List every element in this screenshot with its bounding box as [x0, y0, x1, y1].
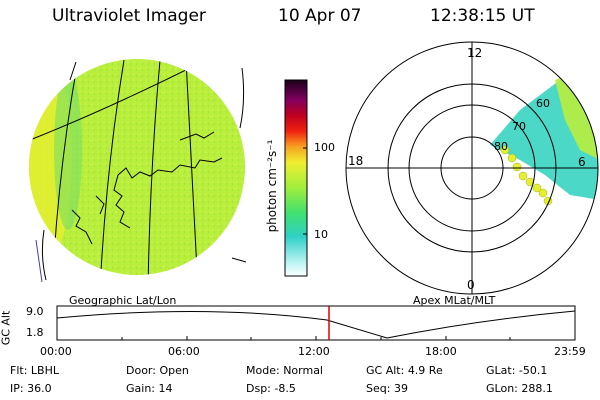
polar-lat-80: 80: [494, 140, 508, 153]
instrument-title: Ultraviolet Imager: [52, 6, 206, 26]
altitude-plot: [56, 305, 576, 341]
status-ip: IP: 36.0: [10, 382, 52, 395]
status-gain: Gain: 14: [126, 382, 173, 395]
earth-disk: [29, 59, 245, 275]
time-label: 12:38:15 UT: [430, 6, 535, 26]
altitude-axis-label: GC Alt: [0, 310, 13, 346]
status-glon: GLon: 288.1: [486, 382, 553, 395]
altitude-tick-high: 9.0: [26, 305, 44, 318]
polar-label-18: 18: [348, 154, 364, 168]
time-tick-2359: 23:59: [554, 345, 586, 358]
date-label: 10 Apr 07: [278, 6, 362, 26]
polar-label-0: 0: [467, 278, 475, 292]
geographic-projection-label: Geographic Lat/Lon: [69, 294, 177, 307]
colorbar: [284, 79, 308, 277]
colorbar-unit-label: photon cm⁻²s⁻¹: [265, 139, 279, 233]
altitude-tick-low: 1.8: [26, 326, 44, 339]
time-tick-0000: 00:00: [40, 345, 72, 358]
colorbar-tick-10: 10: [314, 228, 328, 241]
status-glat: GLat: -50.1: [486, 364, 548, 377]
polar-label-12: 12: [467, 46, 483, 60]
colorbar-tick-100: 100: [314, 141, 335, 154]
polar-lat-60: 60: [536, 97, 550, 110]
apex-projection-label: Apex MLat/MLT: [413, 294, 496, 307]
time-tick-1200: 12:00: [298, 345, 330, 358]
status-gc-alt: GC Alt: 4.9 Re: [366, 364, 443, 377]
status-mode: Mode: Normal: [246, 364, 323, 377]
aurora-region: [490, 60, 598, 200]
status-dsp: Dsp: -8.5: [246, 382, 296, 395]
time-tick-1800: 18:00: [425, 345, 457, 358]
status-door: Door: Open: [126, 364, 189, 377]
status-filter: Flt: LBHL: [10, 364, 59, 377]
status-seq: Seq: 39: [366, 382, 408, 395]
altitude-curve: [56, 310, 576, 339]
polar-lat-70: 70: [512, 120, 526, 133]
time-tick-0600: 06:00: [168, 345, 200, 358]
polar-label-6: 6: [578, 155, 586, 169]
